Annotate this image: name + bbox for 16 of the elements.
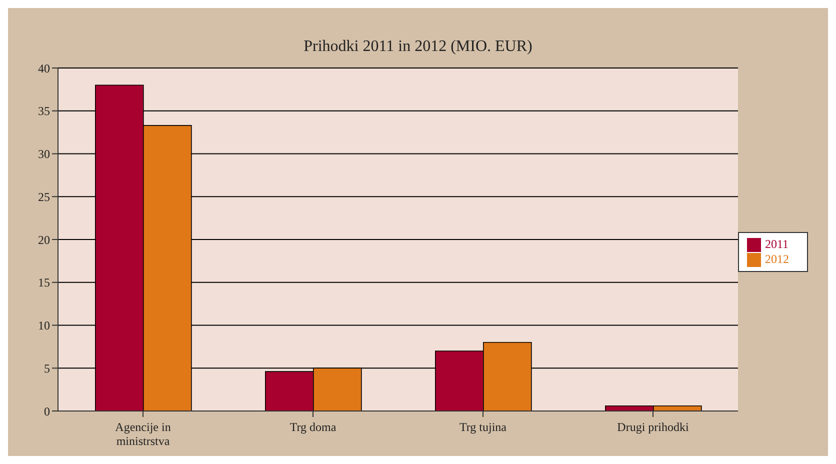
y-tick-label: 20: [38, 232, 50, 247]
legend-label: 2011: [765, 236, 789, 251]
y-tick-label: 25: [38, 190, 50, 204]
y-tick-label: 40: [38, 61, 50, 76]
x-tick-label: Drugi prihodki: [617, 420, 690, 434]
y-tick-label: 30: [38, 147, 50, 162]
y-tick-label: 5: [44, 361, 50, 376]
y-tick-label: 15: [38, 276, 50, 290]
legend-label: 2012: [765, 252, 789, 266]
x-tick-label: Trg doma: [290, 420, 337, 434]
x-tick-label: Trg tujina: [459, 420, 508, 434]
x-tick-label: Agencije in ministrstva: [115, 420, 171, 448]
y-tick-label: 0: [44, 404, 50, 418]
y-tick-label: 10: [38, 318, 50, 333]
chart-title: Prihodki 2011 in 2012 (MIO. EUR): [302, 37, 534, 55]
y-tick-label: 35: [38, 104, 50, 118]
